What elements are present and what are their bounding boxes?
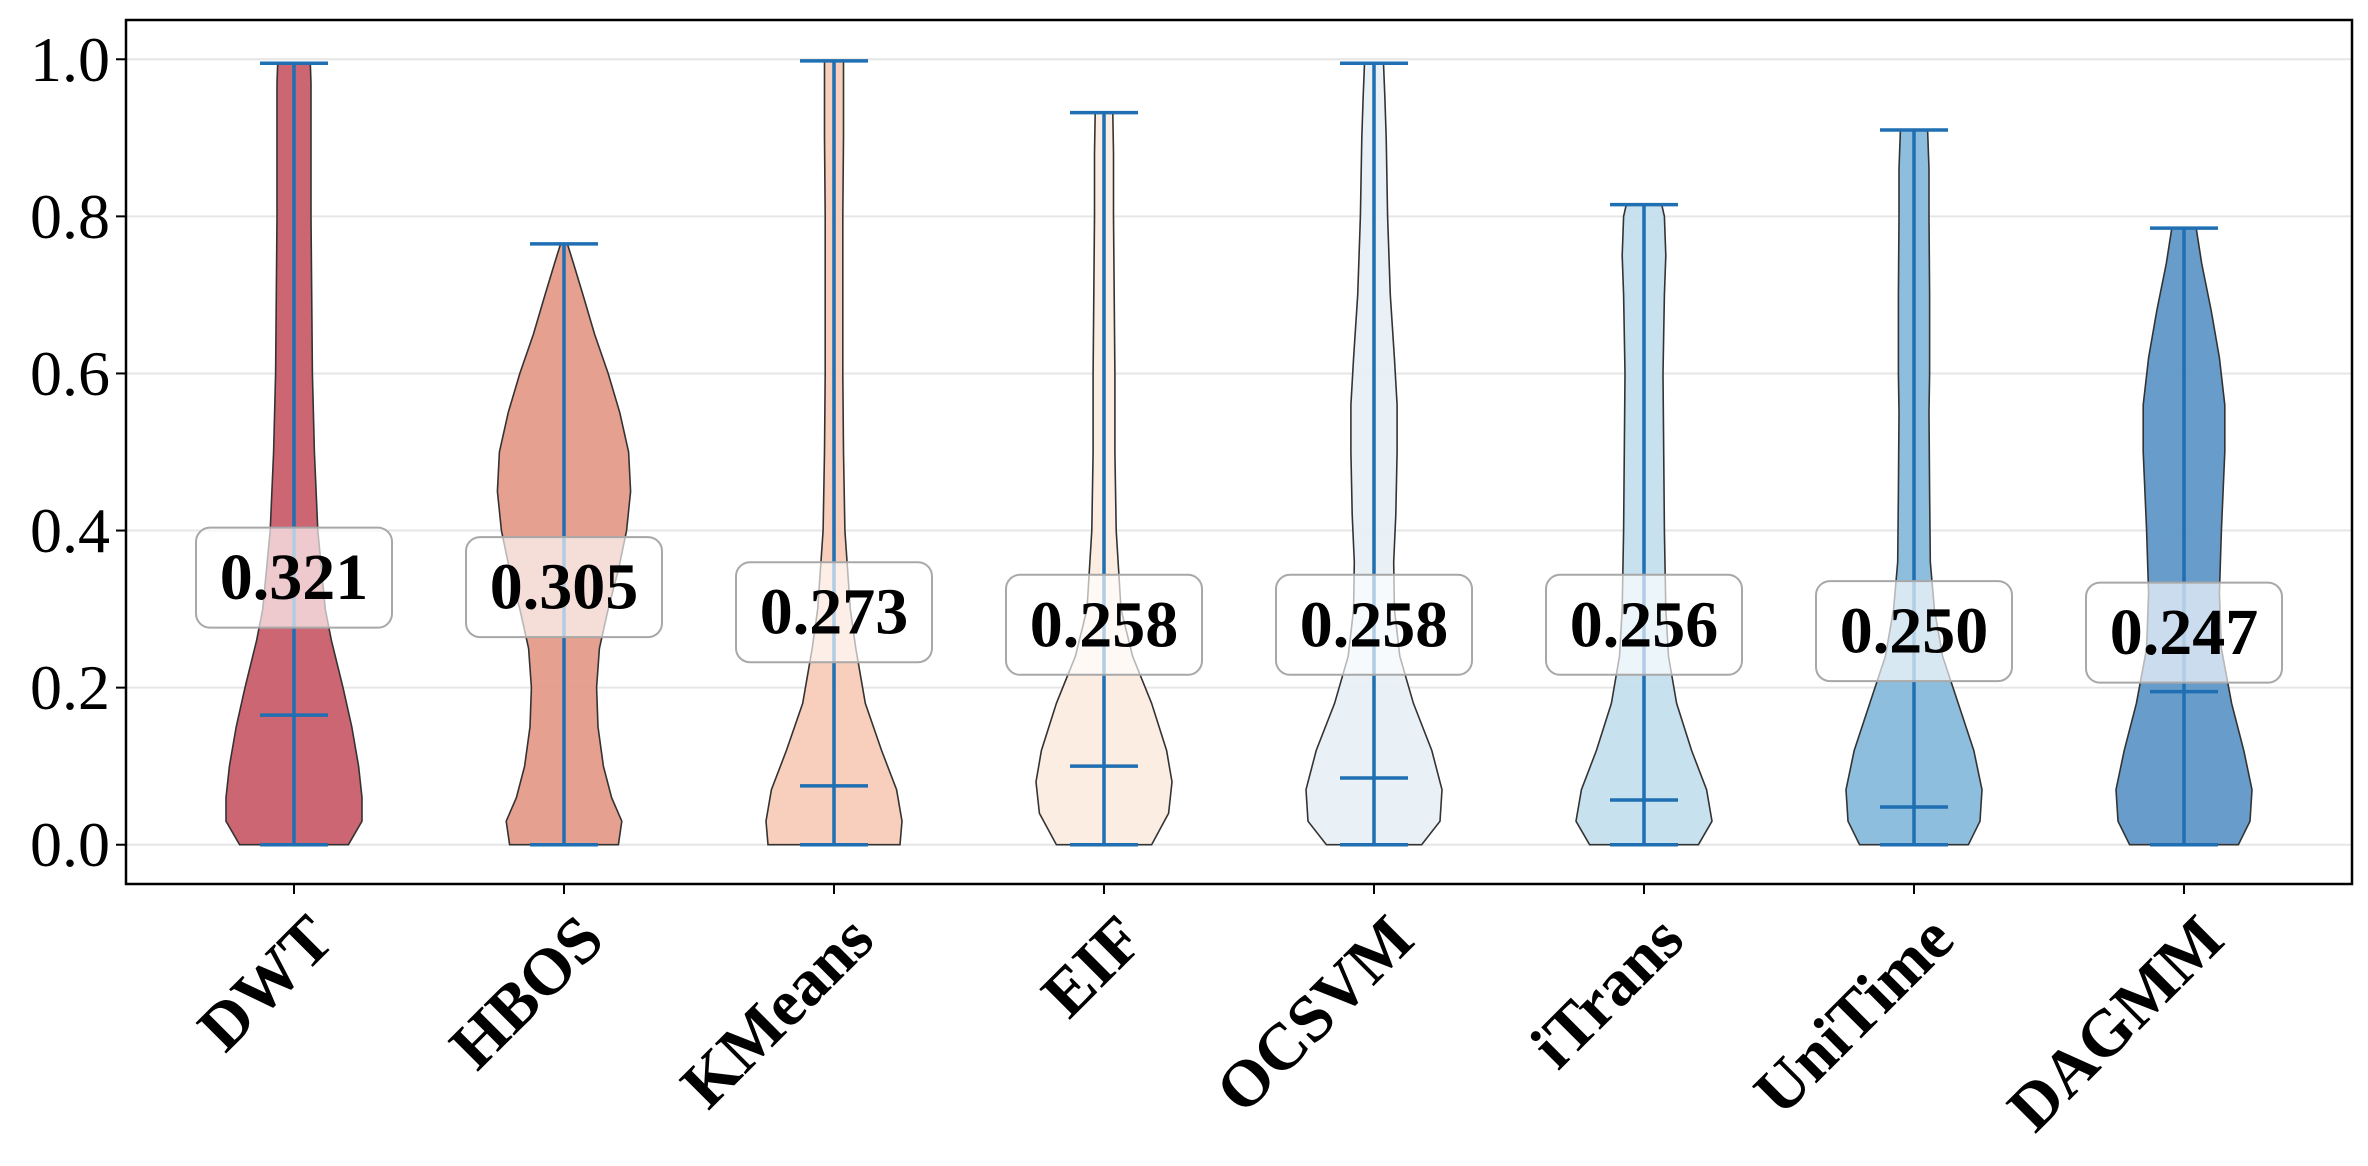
mean-label: 0.258 bbox=[1030, 588, 1179, 661]
x-tick-label-dwt: DWT bbox=[184, 902, 347, 1065]
mean-label-layer: 0.321 0.305 0.273 0.258 0.258 0.256 0.250 0.247 bbox=[195, 526, 2283, 684]
mean-label: 0.305 bbox=[490, 551, 639, 624]
x-tick-label-dagmm: DAGMM bbox=[1994, 902, 2237, 1145]
mean-label-box bbox=[1275, 573, 1473, 676]
y-tick-label: 0.8 bbox=[30, 181, 110, 252]
mean-label: 0.321 bbox=[220, 541, 369, 614]
mean-label: 0.247 bbox=[2110, 596, 2259, 669]
mean-label-box bbox=[1005, 573, 1203, 676]
x-tick-label-ocsvm: OCSVM bbox=[1202, 902, 1427, 1127]
y-tick-label: 0.4 bbox=[30, 495, 110, 566]
x-tick-label-unitime: UniTime bbox=[1740, 902, 1967, 1129]
mean-label: 0.273 bbox=[760, 576, 909, 649]
mean-label: 0.256 bbox=[1570, 588, 1719, 661]
x-tick-label-kmeans: KMeans bbox=[667, 902, 887, 1122]
mean-label-box bbox=[1545, 573, 1743, 676]
grid-layer bbox=[126, 58, 2352, 846]
x-tick-label-hbos: HBOS bbox=[436, 902, 617, 1083]
mean-label: 0.258 bbox=[1300, 588, 1449, 661]
mean-label-box bbox=[195, 526, 393, 629]
mean-label-box bbox=[465, 536, 663, 639]
y-tick-label: 1.0 bbox=[30, 24, 110, 95]
x-tick-label-itrans: iTrans bbox=[1517, 902, 1697, 1082]
y-tick-label: 0.6 bbox=[30, 338, 110, 409]
plot-frame bbox=[124, 18, 2354, 886]
x-tick-label-eif: EIF bbox=[1028, 902, 1157, 1031]
y-tick-label: 0.0 bbox=[30, 809, 110, 880]
mean-label-box bbox=[1815, 580, 2013, 683]
mean-label-box bbox=[735, 561, 933, 664]
mean-label-box bbox=[2085, 581, 2283, 684]
mean-label: 0.250 bbox=[1840, 595, 1989, 668]
violin-layer bbox=[225, 59, 2253, 847]
y-tick-label: 0.2 bbox=[30, 652, 110, 723]
